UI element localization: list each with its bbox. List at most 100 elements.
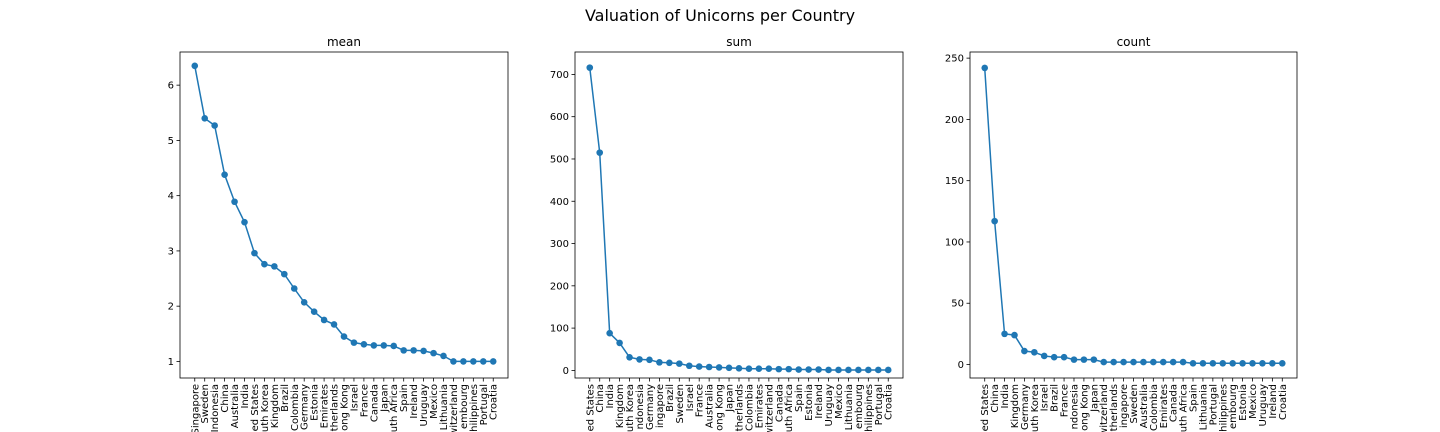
data-point <box>845 366 852 374</box>
data-point <box>380 342 388 349</box>
y-tick-label: 300 <box>550 239 569 250</box>
data-point <box>400 347 407 354</box>
x-tick-label: Canada <box>369 384 380 422</box>
x-tick-label: Germany <box>300 384 311 430</box>
x-tick-label: Portugal <box>1208 384 1219 425</box>
data-point <box>191 62 199 70</box>
data-point <box>1120 358 1127 366</box>
x-tick-label: Lithuania <box>1198 384 1209 430</box>
x-tick-label: therlands <box>1109 384 1120 431</box>
data-point <box>676 360 683 367</box>
data-point <box>261 260 268 268</box>
data-point <box>1179 358 1187 366</box>
data-point <box>755 365 763 372</box>
data-point <box>350 339 358 346</box>
x-tick-label: Ireland <box>814 384 825 419</box>
data-point <box>765 365 773 372</box>
x-tick-label: hilippines <box>864 384 875 432</box>
chart-title: mean <box>327 35 361 49</box>
x-tick-label: Lithuania <box>439 384 450 430</box>
x-tick-label: witzerland <box>764 384 775 432</box>
data-point <box>715 364 723 371</box>
x-tick-label: ed States <box>585 384 596 431</box>
data-point <box>745 365 753 372</box>
data-point <box>310 308 318 315</box>
data-point <box>1140 358 1147 366</box>
x-tick-label: Uruguay <box>419 384 430 427</box>
data-point <box>1189 359 1197 367</box>
data-point <box>1150 358 1157 366</box>
x-tick-label: Canada <box>1169 384 1180 422</box>
data-point <box>636 356 643 363</box>
data-point <box>360 340 368 348</box>
data-point <box>1080 356 1088 363</box>
x-tick-label: Emirates <box>320 384 331 428</box>
data-point <box>725 364 733 372</box>
data-point <box>241 218 248 226</box>
data-point <box>735 364 743 372</box>
axes-frame <box>179 51 509 379</box>
data-point <box>1259 359 1266 367</box>
data-point <box>825 366 832 374</box>
x-tick-label: Indonesia <box>210 384 221 432</box>
data-point <box>874 366 882 374</box>
data-point <box>340 333 348 340</box>
data-point <box>1110 358 1117 366</box>
data-point <box>1001 330 1008 338</box>
data-point <box>1269 359 1276 367</box>
data-point <box>626 353 633 361</box>
data-point <box>450 358 457 365</box>
data-point <box>460 358 467 365</box>
data-point <box>1249 359 1256 367</box>
x-tick-label: embourg <box>854 384 865 429</box>
x-tick-label: hilippines <box>1218 384 1229 432</box>
data-point <box>1169 358 1177 366</box>
data-point <box>775 365 783 373</box>
y-tick-label: 50 <box>951 299 964 310</box>
data-point <box>795 366 802 373</box>
data-point <box>685 362 693 370</box>
chart-title: sum <box>726 35 752 49</box>
data-point <box>785 365 793 373</box>
data-point <box>221 171 228 178</box>
data-point <box>1031 348 1038 356</box>
x-tick-label: China <box>595 384 606 413</box>
x-tick-label: Sweden <box>675 384 686 424</box>
x-tick-label: India <box>605 384 616 409</box>
x-tick-label: Australia <box>705 384 716 428</box>
x-tick-label: Mexico <box>429 384 440 419</box>
x-tick-label: Australia <box>230 384 241 428</box>
y-tick-label: 3 <box>168 246 174 257</box>
data-point <box>320 316 328 324</box>
x-tick-label: uth Korea <box>625 384 636 432</box>
data-point <box>420 347 427 355</box>
data-point <box>815 366 822 373</box>
x-tick-label: Mexico <box>1248 384 1259 419</box>
x-tick-label: France <box>359 384 370 417</box>
x-tick-label: Brazil <box>665 384 676 412</box>
y-tick-label: 400 <box>550 197 569 208</box>
data-point <box>1021 347 1028 355</box>
x-tick-label: India <box>240 384 251 409</box>
x-tick-label: Brazil <box>1050 384 1061 412</box>
x-tick-label: Colombia <box>290 384 301 431</box>
x-tick-label: Portugal <box>479 384 490 425</box>
x-tick-label: Germany <box>645 384 656 430</box>
data-point <box>695 363 703 370</box>
data-point <box>855 366 862 374</box>
data-point <box>1209 359 1217 367</box>
data-point <box>884 366 892 374</box>
x-tick-label: Uruguay <box>824 384 835 427</box>
y-tick-label: 4 <box>168 191 174 202</box>
data-point <box>606 329 613 337</box>
y-tick-label: 200 <box>550 281 569 292</box>
x-tick-label: Israel <box>349 384 360 411</box>
y-tick-label: 200 <box>945 115 964 126</box>
x-tick-label: France <box>695 384 706 417</box>
data-point <box>1229 359 1236 367</box>
data-point <box>479 358 487 365</box>
panel-mean: mean 1 2 3 4 5 6 SingaporeSwedenIndonesiaChinaA… <box>168 35 509 432</box>
data-point <box>1130 358 1137 366</box>
chart-title: count <box>1117 35 1151 49</box>
data-point <box>666 359 673 367</box>
